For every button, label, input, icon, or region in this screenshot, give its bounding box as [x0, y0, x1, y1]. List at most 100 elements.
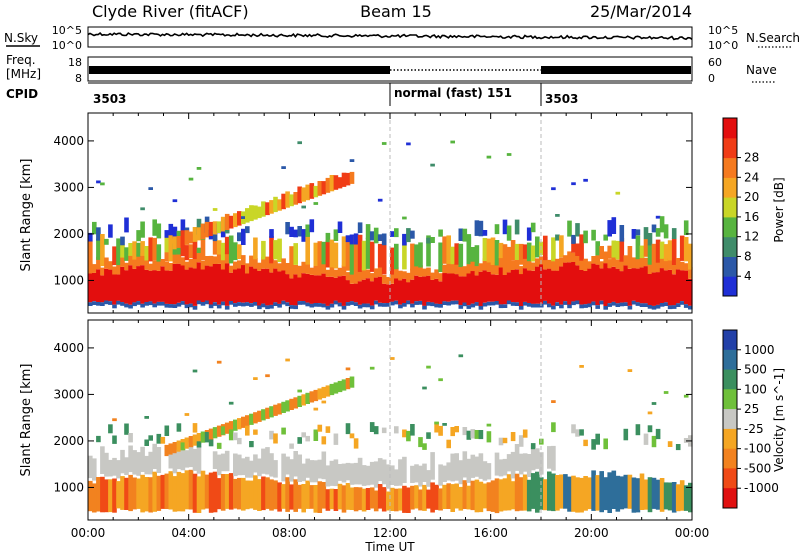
heatmap-cell — [313, 485, 319, 513]
heatmap-cell — [635, 235, 641, 260]
heatmap-cell — [309, 391, 315, 403]
heatmap-cell — [349, 283, 355, 302]
heatmap-cell — [571, 262, 576, 302]
heatmap-cell — [301, 463, 306, 482]
heatmap-cell — [228, 241, 234, 264]
heatmap-cell — [156, 260, 162, 271]
heatmap-cell — [530, 445, 536, 471]
heatmap-cell — [329, 460, 335, 486]
heatmap-cell — [277, 263, 282, 272]
heatmap-cell — [196, 250, 202, 263]
heatmap-cell — [506, 300, 512, 305]
heatmap-cell — [305, 224, 310, 237]
heatmap-cell — [313, 303, 319, 307]
heatmap-cell — [228, 421, 234, 433]
colorbar-tick-label: -1000 — [744, 481, 779, 495]
heatmap-cell — [92, 458, 97, 481]
heatmap-cell — [547, 303, 552, 308]
heatmap-cell — [579, 304, 584, 309]
noise-left-label: N.Sky — [4, 31, 38, 45]
heatmap-cell — [228, 265, 234, 273]
heatmap-cell — [136, 242, 141, 257]
heatmap-cell — [269, 236, 274, 264]
heatmap-cell — [104, 238, 109, 245]
heatmap-cell — [547, 446, 552, 469]
heatmap-cell — [402, 485, 407, 513]
noise-right-label: N.Search — [746, 31, 800, 45]
noise-panel: N.Sky 10^5 10^0 10^5 10^0 N.Search — [4, 24, 800, 52]
heatmap-cell — [92, 272, 97, 302]
heatmap-cell — [253, 454, 258, 473]
heatmap-cell — [426, 275, 431, 302]
heatmap-cell — [430, 279, 435, 303]
heatmap-cell — [381, 487, 387, 512]
heatmap-cell — [96, 302, 101, 306]
heatmap-cell — [365, 269, 371, 279]
heatmap-cell — [233, 213, 238, 228]
heatmap-cell — [245, 263, 250, 274]
colorbar-swatch — [723, 256, 737, 277]
colorbar-swatch — [723, 448, 737, 469]
heatmap-cell — [502, 274, 508, 305]
heatmap-cell — [216, 304, 222, 309]
heatmap-cell — [551, 400, 556, 403]
velocity-y-ticks: 1000 2000 3000 4000 — [53, 341, 692, 494]
heatmap-cell — [241, 302, 246, 307]
heatmap-cell — [651, 224, 657, 233]
heatmap-cell — [535, 471, 540, 513]
heatmap-cell — [269, 200, 274, 214]
heatmap-cell — [418, 465, 423, 487]
heatmap-cell — [92, 301, 97, 305]
heatmap-cell — [422, 386, 427, 390]
heatmap-cell — [647, 305, 653, 309]
noise-tick-bottom-left: 10^0 — [52, 39, 82, 52]
heatmap-cell — [377, 276, 383, 303]
velocity-colorbar: 1000 500 100 25 -25 -100 -500 -1000 Velocity [m… — [722, 329, 786, 509]
heatmap-cell — [607, 472, 612, 513]
heatmap-cell — [184, 304, 190, 309]
heatmap-cell — [112, 246, 117, 266]
heatmap-cell — [438, 273, 443, 282]
heatmap-cell — [241, 477, 246, 511]
heatmap-cell — [233, 453, 238, 477]
heatmap-cell — [325, 276, 331, 306]
heatmap-cell — [349, 241, 355, 275]
heatmap-cell — [92, 221, 97, 235]
heatmap-cell — [353, 235, 359, 275]
heatmap-cell — [627, 256, 633, 269]
heatmap-cell — [204, 221, 210, 238]
heatmap-cell — [688, 278, 693, 306]
heatmap-cell — [438, 242, 443, 273]
heatmap-cell — [386, 277, 391, 285]
heatmap-cell — [603, 263, 608, 306]
heatmap-cell — [144, 455, 149, 475]
heatmap-cell — [571, 234, 576, 244]
heatmap-cell — [164, 425, 170, 436]
heatmap-cell — [555, 234, 560, 241]
heatmap-cell — [373, 268, 379, 278]
heatmap-cell — [212, 238, 218, 255]
heatmap-cell — [305, 273, 310, 303]
heatmap-cell — [289, 398, 294, 410]
heatmap-cell — [611, 266, 617, 302]
heatmap-cell — [297, 141, 302, 145]
heatmap-cell — [144, 439, 149, 446]
heatmap-cell — [671, 238, 677, 265]
heatmap-cell — [482, 238, 488, 261]
heatmap-cell — [345, 462, 351, 481]
heatmap-cell — [398, 270, 403, 281]
heatmap-cell — [192, 258, 198, 269]
heatmap-cell — [442, 236, 447, 264]
heatmap-cell — [438, 464, 443, 486]
heatmap-cell — [325, 305, 331, 310]
heatmap-cell — [454, 426, 459, 433]
heatmap-cell — [402, 429, 407, 438]
heatmap-cell — [100, 234, 105, 267]
heatmap-cell — [486, 238, 492, 263]
heatmap-cell — [325, 240, 331, 268]
heatmap-cell — [555, 270, 560, 303]
heatmap-cell — [410, 303, 415, 308]
heatmap-cell — [679, 480, 685, 511]
heatmap-cell — [265, 477, 270, 509]
heatmap-cell — [474, 220, 480, 236]
